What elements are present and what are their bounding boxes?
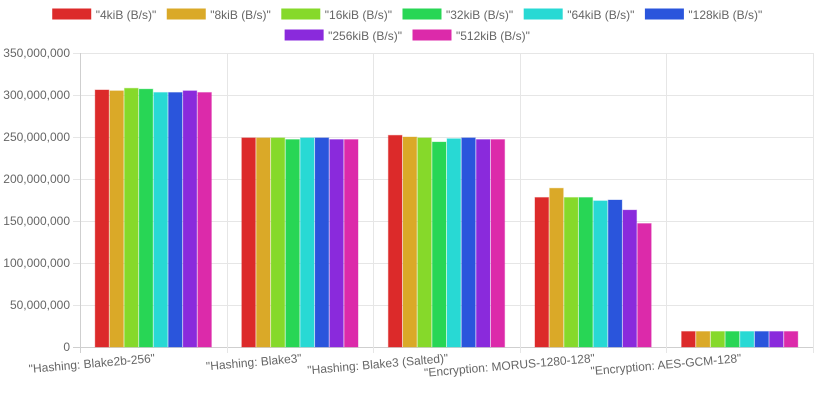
legend-label: "256kiB (B/s)" (328, 29, 402, 43)
legend-swatch (283, 28, 325, 42)
legend-item[interactable]: "128kiB (B/s)" (643, 7, 762, 22)
bar[interactable] (109, 90, 124, 348)
bar[interactable] (285, 139, 300, 348)
bar-group (534, 187, 652, 348)
legend-item[interactable]: "256kiB (B/s)" (283, 28, 402, 43)
legend: "4kiB (B/s)" "8kiB (B/s)" "16kiB (B/s)" "32… (51, 7, 762, 43)
legend-swatch (522, 7, 564, 21)
legend-swatch (51, 7, 93, 21)
bar[interactable] (197, 91, 212, 348)
bar[interactable] (461, 137, 476, 348)
bar[interactable] (94, 89, 110, 348)
bar[interactable] (578, 196, 594, 348)
y-tick-label: 0 (63, 340, 70, 354)
legend-item[interactable]: "4kiB (B/s)" (51, 7, 157, 22)
bar[interactable] (255, 137, 271, 348)
bar-group (681, 330, 799, 348)
bar[interactable] (314, 137, 330, 348)
bar[interactable] (622, 209, 638, 348)
bar[interactable] (725, 330, 740, 348)
legend-label: "128kiB (B/s)" (688, 8, 762, 22)
legend-swatch (165, 7, 207, 21)
y-tick-label: 150,000,000 (3, 214, 70, 228)
legend-item[interactable]: "512kiB (B/s)" (411, 28, 530, 43)
legend-label: "512kiB (B/s)" (456, 29, 530, 43)
bar[interactable] (769, 330, 784, 348)
legend-swatch (280, 7, 322, 21)
legend-swatch (401, 7, 443, 21)
bar[interactable] (593, 200, 608, 348)
y-tick-label: 200,000,000 (3, 172, 70, 186)
bar[interactable] (607, 199, 623, 348)
bar[interactable] (754, 330, 770, 348)
x-tick-label: "Hashing: Blake3" (205, 351, 302, 373)
bar[interactable] (241, 137, 256, 348)
bar[interactable] (475, 139, 491, 348)
legend-item[interactable]: "64kiB (B/s)" (522, 7, 634, 22)
bar[interactable] (182, 90, 198, 348)
legend-swatch (411, 28, 453, 42)
legend-label: "4kiB (B/s)" (96, 8, 157, 22)
y-tick-label: 350,000,000 (3, 46, 70, 60)
y-tick-label: 300,000,000 (3, 88, 70, 102)
bars (94, 87, 799, 348)
legend-label: "16kiB (B/s)" (325, 8, 392, 22)
x-axis: "Hashing: Blake2b-256" "Hashing: Blake3" "… (28, 351, 742, 380)
bar[interactable] (549, 187, 564, 348)
bar[interactable] (534, 196, 550, 348)
bar[interactable] (637, 223, 652, 348)
bar[interactable] (299, 137, 315, 348)
bar[interactable] (329, 139, 344, 348)
bar[interactable] (563, 196, 579, 348)
legend-label: "32kiB (B/s)" (446, 8, 513, 22)
bar[interactable] (695, 330, 711, 348)
legend-label: "8kiB (B/s)" (210, 8, 271, 22)
bar[interactable] (681, 330, 696, 348)
x-tick-label: "Encryption: AES-GCM-128" (590, 351, 742, 378)
bar-group (94, 87, 212, 348)
bar-group (241, 137, 359, 348)
legend-swatch (643, 7, 685, 21)
x-tick-label: "Hashing: Blake2b-256" (28, 351, 155, 376)
bar[interactable] (783, 330, 799, 348)
bar[interactable] (387, 134, 403, 348)
legend-label: "64kiB (B/s)" (567, 8, 634, 22)
bar[interactable] (167, 91, 183, 348)
y-tick-label: 50,000,000 (10, 298, 70, 312)
bar[interactable] (431, 141, 447, 348)
bar[interactable] (138, 88, 154, 348)
bar[interactable] (739, 330, 755, 348)
x-tick-label: "Encryption: MORUS-1280-128" (424, 351, 596, 380)
bar[interactable] (710, 330, 726, 348)
legend-item[interactable]: "16kiB (B/s)" (280, 7, 392, 22)
bar[interactable] (153, 91, 168, 348)
bar[interactable] (402, 136, 418, 348)
bar[interactable] (490, 139, 506, 348)
bar-group (387, 134, 506, 348)
bar[interactable] (123, 87, 139, 348)
legend-item[interactable]: "8kiB (B/s)" (165, 7, 271, 22)
legend-item[interactable]: "32kiB (B/s)" (401, 7, 513, 22)
bar[interactable] (446, 138, 462, 348)
bar[interactable] (270, 137, 286, 348)
y-axis: 0 50,000,000 100,000,000 150,000,000 200,000… (3, 46, 70, 354)
bar[interactable] (343, 139, 359, 348)
y-tick-label: 250,000,000 (3, 130, 70, 144)
y-tick-label: 100,000,000 (3, 256, 70, 270)
bar[interactable] (417, 137, 432, 348)
